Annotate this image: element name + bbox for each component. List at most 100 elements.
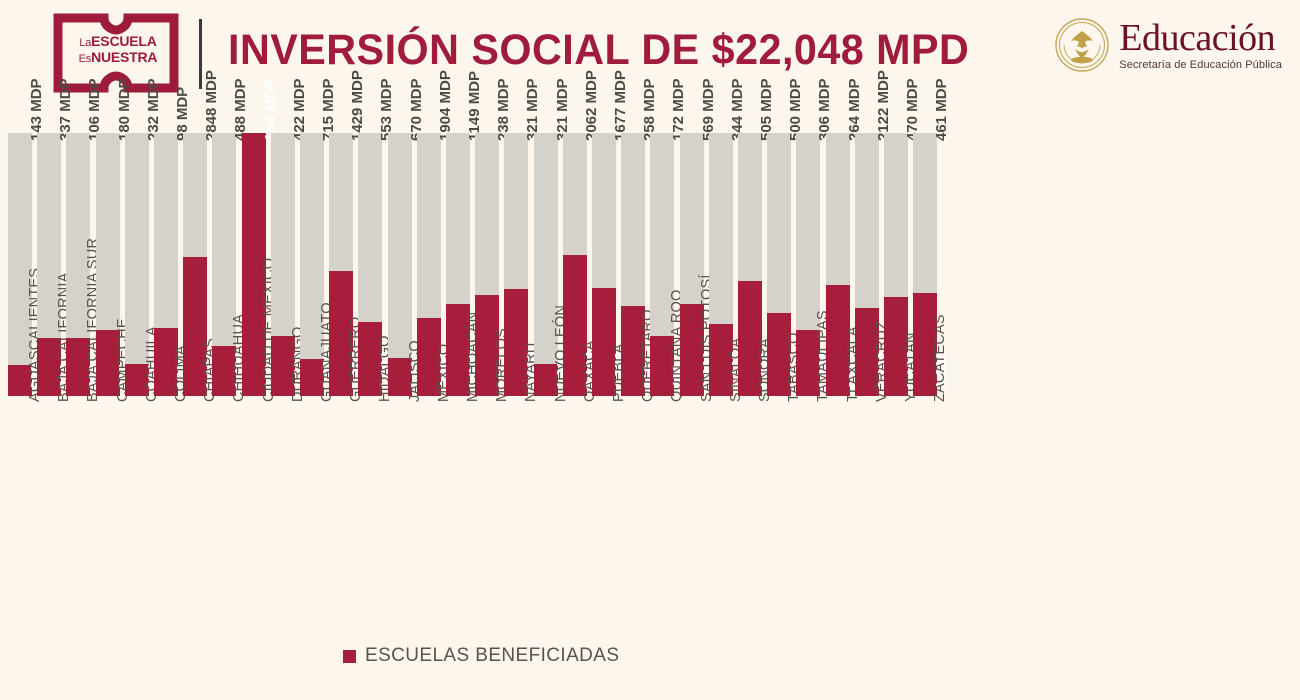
bar-fill-escuelas <box>95 330 120 396</box>
bar-track <box>95 133 120 396</box>
bar-value-mdp: 238 MDP <box>495 78 513 141</box>
bar-fill-escuelas <box>358 322 383 396</box>
bar-value-mdp: 106 MDP <box>86 78 104 141</box>
bar-fill-escuelas <box>66 338 91 396</box>
bar-value-mdp: 2122 MDP <box>874 70 892 141</box>
bar-fill-escuelas <box>562 255 587 396</box>
logo-la: La <box>79 37 92 49</box>
mexican-eagle-seal-icon <box>1055 18 1109 72</box>
bar-value-mdp: 1677 MDP <box>612 70 629 141</box>
header-divider <box>199 19 202 89</box>
bar-fill-escuelas <box>738 281 762 396</box>
bar-value-mdp: 500 MDP <box>787 78 805 141</box>
bar-track <box>533 133 558 396</box>
bar-value-mdp: 505 MDP <box>758 78 775 141</box>
bar-track <box>358 133 383 396</box>
sep-logo: Educación Secretaría de Educación Públic… <box>1055 10 1282 80</box>
bar-track <box>767 133 792 396</box>
bar-track <box>679 133 704 396</box>
bar-value-mdp: 264 MDP <box>845 78 863 141</box>
bar-track <box>738 133 762 396</box>
bar-fill-escuelas <box>446 304 470 396</box>
bar-track <box>212 133 237 396</box>
bar-track <box>884 133 908 396</box>
bar-fill-escuelas <box>533 364 558 396</box>
bar-fill-escuelas <box>212 346 237 396</box>
bar-value-mdp: 2062 MDP <box>582 70 600 141</box>
bar-fill-escuelas <box>504 289 529 396</box>
bar-value-mdp: 422 MDP <box>290 78 308 141</box>
bar-value-mdp: 2848 MDP <box>203 70 221 141</box>
x-axis-state-label: ZACATECAS <box>932 314 949 402</box>
logo-escuela: ESCUELA <box>91 33 157 49</box>
bar-value-mdp: 232 MDP <box>144 78 162 141</box>
la-escuela-es-nuestra-logo: LaESCUELA EsNUESTRA <box>52 12 180 94</box>
bar-value-mdp: 461 MDP <box>933 78 951 141</box>
bar-fill-escuelas <box>300 359 324 396</box>
bar-track <box>8 133 32 396</box>
page-header: LaESCUELA EsNUESTRA INVERSIÓN SOCIAL DE … <box>0 0 1300 110</box>
bar-fill-escuelas <box>37 338 62 396</box>
bar-fill-escuelas <box>154 328 178 396</box>
bar-track <box>416 133 441 396</box>
bar-track <box>854 133 879 396</box>
bar-track <box>183 133 208 396</box>
bar-fill-escuelas <box>854 308 879 396</box>
bar-track <box>446 133 470 396</box>
bar-track <box>562 133 587 396</box>
bar-value-mdp: 488 MDP <box>232 78 250 141</box>
logo-wordmark: LaESCUELA EsNUESTRA <box>66 34 170 65</box>
bar-fill-escuelas <box>621 306 646 396</box>
bar-fill-escuelas <box>825 285 850 396</box>
bar-track <box>504 133 529 396</box>
bar-value-mdp: 172 MDP <box>670 78 688 141</box>
bar-value-mdp: 470 MDP <box>904 78 921 141</box>
bar-fill-escuelas <box>767 313 792 396</box>
legend-label: ESCUELAS BENEFICIADAS <box>365 645 620 666</box>
bar-track <box>124 133 149 396</box>
bar-track <box>708 133 733 396</box>
open-book-icon <box>53 13 179 93</box>
bar-value-mdp: 1904 MDP <box>436 70 454 141</box>
bar-track <box>329 133 354 396</box>
bar-value-mdp: 258 MDP <box>641 78 659 141</box>
bar-value-mdp: 715 MDP <box>320 78 337 141</box>
bar-fill-escuelas <box>183 257 208 396</box>
bar-value-mdp: 184 MDP <box>261 78 279 141</box>
bar-fill-escuelas <box>475 295 500 396</box>
bar-value-mdp: 1429 MDP <box>349 70 367 141</box>
bar-track <box>270 133 295 396</box>
bar-value-mdp: 306 MDP <box>816 78 834 141</box>
bar-value-mdp: 321 MDP <box>524 78 542 141</box>
bar-fill-escuelas <box>913 293 938 396</box>
bar-fill-escuelas <box>270 336 295 396</box>
sep-title: Educación <box>1119 17 1276 59</box>
bar-track <box>300 133 324 396</box>
bar-track <box>796 133 821 396</box>
bar-value-mdp: 180 MDP <box>115 78 133 141</box>
bar-fill-escuelas <box>796 330 821 396</box>
bar-fill-escuelas <box>241 133 266 396</box>
bar-value-mdp: 569 MDP <box>699 78 717 141</box>
bar-track <box>825 133 850 396</box>
bar-fill-escuelas <box>416 318 441 396</box>
bar-value-mdp: 1149 MDP <box>466 70 483 141</box>
bar-track <box>241 133 266 396</box>
bar-fill-escuelas <box>884 297 908 396</box>
bar-fill-escuelas <box>592 288 616 396</box>
bar-track <box>154 133 178 396</box>
logo-es: Es <box>78 53 92 65</box>
bar-track <box>592 133 616 396</box>
bar-fill-escuelas <box>708 324 733 396</box>
bar-track <box>475 133 500 396</box>
bar-track <box>650 133 675 396</box>
page-title: INVERSIÓN SOCIAL DE $22,048 MPD <box>228 26 970 74</box>
bar-track <box>37 133 62 396</box>
bar-fill-escuelas <box>329 271 354 396</box>
bar-track <box>66 133 91 396</box>
bar-fill-escuelas <box>124 364 149 396</box>
logo-nuestra: NUESTRA <box>91 49 158 65</box>
bar-fill-escuelas <box>679 304 704 396</box>
bar-value-mdp: 321 MDP <box>553 78 571 141</box>
